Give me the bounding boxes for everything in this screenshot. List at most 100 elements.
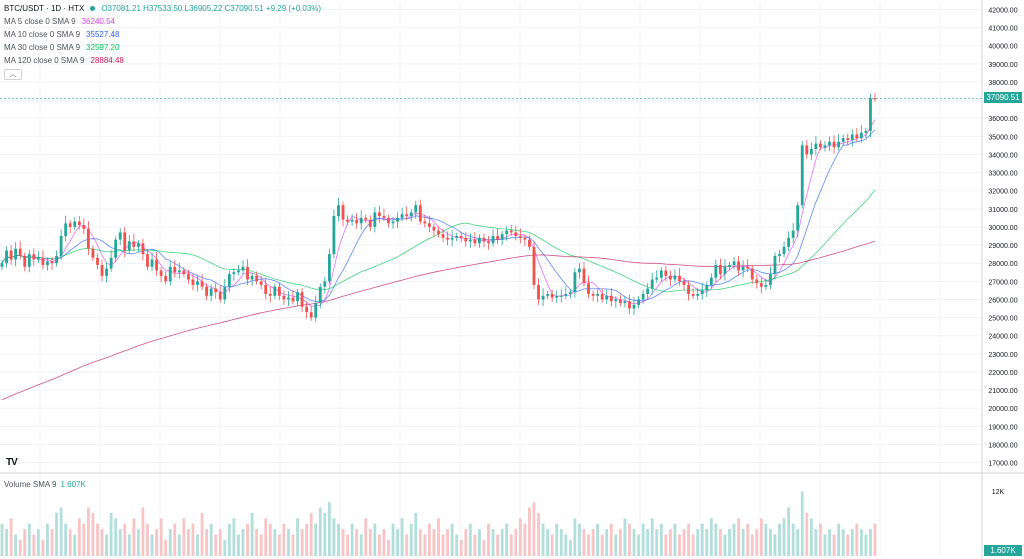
volume-bar bbox=[668, 529, 672, 556]
candle bbox=[623, 301, 627, 304]
candle bbox=[528, 239, 531, 247]
ma-legend-row: MA 5 close 0 SMA 9 36240.54 bbox=[4, 15, 321, 28]
candle bbox=[59, 236, 63, 256]
volume-bar bbox=[55, 512, 58, 556]
candle bbox=[814, 143, 818, 149]
candle bbox=[800, 145, 804, 206]
volume-bar bbox=[632, 529, 636, 556]
candle bbox=[136, 243, 140, 247]
chevron-up-icon[interactable]: ︿ bbox=[4, 69, 22, 80]
volume-bar bbox=[196, 534, 199, 556]
ma120-line bbox=[1, 240, 876, 401]
candle bbox=[478, 237, 481, 244]
candle bbox=[187, 274, 190, 280]
candle bbox=[605, 295, 609, 300]
volume-bar bbox=[327, 502, 331, 556]
candle bbox=[791, 230, 795, 238]
price-tick-label: 19000.00 bbox=[988, 424, 1017, 431]
volume-bar bbox=[787, 507, 791, 556]
candle bbox=[250, 275, 254, 280]
ma-legend-label[interactable]: MA 5 close 0 SMA 9 bbox=[4, 17, 76, 26]
symbol-title[interactable]: BTC/USDT · 1D · HTX bbox=[4, 4, 85, 13]
volume-bar bbox=[659, 523, 663, 556]
volume-bar bbox=[346, 534, 349, 556]
volume-bar bbox=[64, 523, 68, 556]
volume-tick-label: 12K bbox=[992, 489, 1005, 496]
volume-bar bbox=[819, 523, 822, 556]
candle bbox=[487, 241, 490, 244]
volume-bar bbox=[68, 529, 72, 556]
ma-legend-label[interactable]: MA 10 close 0 SMA 9 bbox=[4, 30, 81, 39]
candle bbox=[532, 246, 536, 285]
candle bbox=[400, 214, 404, 218]
candle bbox=[500, 234, 504, 240]
volume-bar bbox=[546, 529, 550, 556]
price-tick-label: 28000.00 bbox=[988, 261, 1017, 268]
volume-bar bbox=[437, 518, 440, 556]
candle bbox=[200, 281, 204, 287]
volume-bar bbox=[828, 529, 831, 556]
candle bbox=[218, 292, 222, 300]
candle bbox=[737, 261, 741, 271]
candle bbox=[273, 286, 277, 296]
volume-bar bbox=[182, 518, 186, 556]
volume-bar bbox=[505, 523, 509, 556]
candle bbox=[496, 236, 500, 240]
volume-bar bbox=[359, 534, 363, 556]
tradingview-logo-icon[interactable]: TV bbox=[6, 457, 18, 468]
volume-bar bbox=[364, 518, 368, 556]
ma-legend-value: 32597.20 bbox=[86, 43, 120, 52]
volume-bar bbox=[568, 539, 572, 556]
candle bbox=[614, 299, 618, 302]
volume-bar bbox=[5, 529, 8, 556]
candle bbox=[309, 312, 313, 318]
candle bbox=[841, 138, 845, 142]
volume-bar bbox=[314, 523, 318, 556]
volume-bar bbox=[0, 523, 4, 556]
candle bbox=[514, 232, 518, 236]
volume-bar bbox=[187, 529, 190, 556]
candle bbox=[755, 279, 759, 284]
candle bbox=[27, 254, 31, 267]
candle bbox=[578, 268, 581, 273]
candle bbox=[359, 217, 363, 224]
volume-bar bbox=[732, 523, 736, 556]
volume-bar bbox=[459, 539, 463, 556]
price-tick-label: 26000.00 bbox=[988, 297, 1017, 304]
candle bbox=[268, 294, 272, 296]
candle bbox=[14, 248, 18, 260]
volume-bar bbox=[173, 523, 177, 556]
candle bbox=[418, 205, 422, 222]
ma30-line bbox=[1, 189, 876, 293]
candle bbox=[0, 263, 4, 267]
volume-bar bbox=[136, 529, 140, 556]
candle bbox=[296, 292, 299, 302]
volume-bar bbox=[550, 534, 554, 556]
price-tick-label: 31000.00 bbox=[988, 207, 1017, 214]
candle bbox=[32, 254, 36, 260]
volume-bar bbox=[300, 529, 304, 556]
candle bbox=[155, 259, 159, 271]
ma-legend-label[interactable]: MA 30 close 0 SMA 9 bbox=[4, 43, 81, 52]
candle bbox=[646, 288, 650, 294]
volume-bar bbox=[355, 529, 359, 556]
price-tick-label: 23000.00 bbox=[988, 352, 1017, 359]
volume-bar bbox=[678, 534, 681, 556]
volume-bar bbox=[809, 518, 813, 556]
volume-bar bbox=[509, 534, 513, 556]
price-tick-label: 17000.00 bbox=[988, 461, 1017, 468]
volume-bar bbox=[27, 523, 31, 556]
candle bbox=[700, 290, 704, 294]
volume-bar bbox=[728, 529, 731, 556]
volume-bar bbox=[86, 507, 90, 556]
volume-bar bbox=[323, 512, 327, 556]
ma-legend-label[interactable]: MA 120 close 0 SMA 9 bbox=[4, 56, 85, 65]
candle bbox=[337, 205, 340, 217]
volume-bar bbox=[559, 529, 563, 556]
candle bbox=[41, 257, 45, 265]
volume-bar bbox=[73, 534, 77, 556]
volume-bar bbox=[159, 518, 163, 556]
candle bbox=[127, 241, 131, 251]
candle bbox=[546, 294, 550, 296]
